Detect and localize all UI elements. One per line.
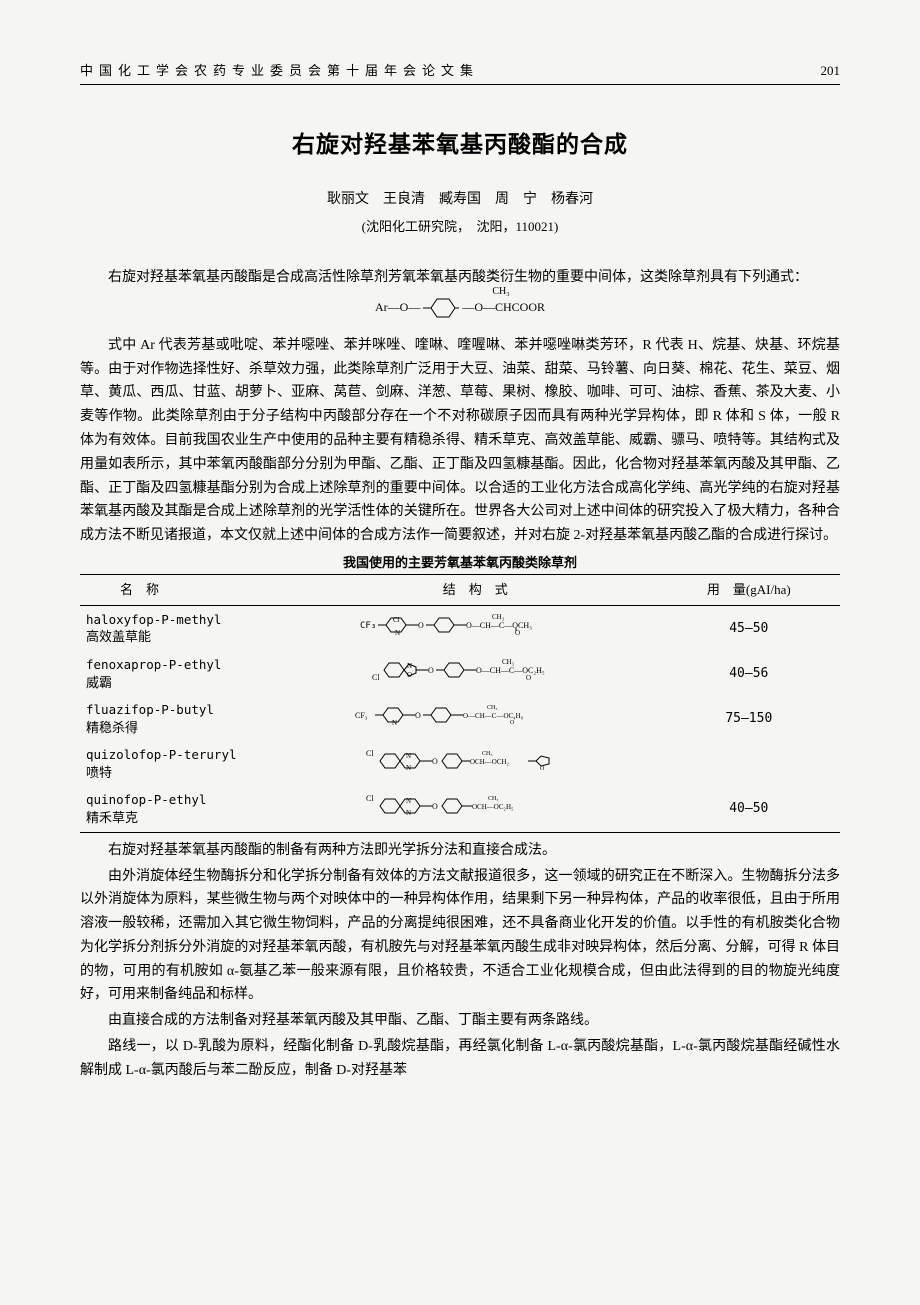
- structure-icon: CF₃ N O O—CH—C—OC₄H₉ CH₃ O: [355, 700, 595, 730]
- herbicide-table: 名 称 结 构 式 用 量(gAI/ha) haloxyfop-P-methyl…: [80, 574, 840, 833]
- svg-text:CH₃: CH₃: [487, 705, 497, 711]
- structure-cell: Cl N N O OCH—OCH₂ CH₃ O: [293, 742, 658, 787]
- svg-text:O—CH—C—OC₂H₅: O—CH—C—OC₂H₅: [476, 666, 545, 675]
- table-row: fluazifop-P-butyl 精稳杀得 CF₃ N O O—CH—C—OC₄…: [80, 696, 840, 741]
- col-name: 名 称: [80, 575, 293, 606]
- table-caption: 我国使用的主要芳氧基苯氧丙酸类除草剂: [80, 552, 840, 574]
- svg-text:Cl: Cl: [393, 616, 400, 624]
- svg-text:O: O: [432, 802, 438, 811]
- svg-text:N: N: [395, 629, 400, 637]
- dose-cell: 75–150: [658, 696, 840, 741]
- table-row: haloxyfop-P-methyl高效盖草能 CF₃ Cl N O O—CH—…: [80, 606, 840, 652]
- structure-cell: Cl N O O O—CH—C—OC₂H₅ CH₃ O: [293, 651, 658, 696]
- main-paragraph: 式中 Ar 代表芳基或吡啶、苯并噁唑、苯并咪唑、喹啉、喹喔啉、苯并噁唑啉类芳环，…: [80, 334, 840, 548]
- structure-icon: CF₃ Cl N O O—CH—C—OCH₃ CH₃ O: [360, 610, 590, 640]
- structure-cell: Cl N N O OCH—OC₂H₅ CH₃: [293, 787, 658, 833]
- svg-text:CH₃: CH₃: [488, 796, 498, 802]
- table-row: quinofop-P-ethyl 精禾草克 Cl N N O OCH—OC₂H₅ …: [80, 787, 840, 833]
- page-number: 201: [821, 60, 841, 82]
- affiliation-line: (沈阳化工研究院， 沈阳，110021): [80, 216, 840, 238]
- svg-text:O: O: [415, 711, 421, 720]
- formula-right: —O—CHCOOR: [462, 300, 545, 314]
- compound-en: quinofop-P-ethyl: [86, 792, 206, 807]
- structure-cell: CF₃ N O O—CH—C—OC₄H₉ CH₃ O: [293, 696, 658, 741]
- svg-text:O—CH—C—OC₄H₉: O—CH—C—OC₄H₉: [463, 712, 524, 720]
- col-structure: 结 构 式: [293, 575, 658, 606]
- dose-cell: 40–50: [658, 787, 840, 833]
- compound-cn: 高效盖草能: [86, 628, 287, 646]
- structure-icon: Cl N O O O—CH—C—OC₂H₅ CH₃ O: [360, 655, 590, 685]
- compound-cn: 精稳杀得: [86, 719, 287, 737]
- after-table-p3: 由直接合成的方法制备对羟基苯氧丙酸及其甲酯、乙酯、丁酯主要有两条路线。: [80, 1009, 840, 1033]
- svg-text:O: O: [510, 720, 515, 726]
- after-table-p4: 路线一，以 D-乳酸为原料，经酯化制备 D-乳酸烷基酯，再经氯化制备 L-α-氯…: [80, 1035, 840, 1083]
- compound-en: fluazifop-P-butyl: [86, 702, 214, 717]
- svg-text:CF₃: CF₃: [360, 621, 376, 631]
- paper-title: 右旋对羟基苯氧基丙酸酯的合成: [80, 125, 840, 164]
- svg-text:N: N: [406, 752, 411, 760]
- svg-text:N: N: [406, 764, 411, 772]
- table-row: quizolofop-P-teruryl 喷特 Cl N N O OCH—OCH₂…: [80, 742, 840, 787]
- after-table-p2: 由外消旋体经生物酶拆分和化学拆分制备有效体的方法文献报道很多，这一领域的研究正在…: [80, 865, 840, 1008]
- formula-ch3: CH₃: [492, 283, 509, 300]
- svg-text:N: N: [406, 809, 411, 817]
- compound-en: fenoxaprop-P-ethyl: [86, 657, 221, 672]
- authors-line: 耿丽文 王良清 臧寿国 周 宁 杨春河: [80, 188, 840, 212]
- dose-cell: 45–50: [658, 606, 840, 652]
- col-dose: 用 量(gAI/ha): [658, 575, 840, 606]
- svg-text:N: N: [406, 797, 411, 805]
- compound-cn: 威霸: [86, 674, 287, 692]
- svg-text:N: N: [392, 719, 397, 727]
- svg-text:CH₃: CH₃: [492, 613, 505, 621]
- svg-text:CF₃: CF₃: [355, 711, 368, 720]
- svg-text:Cl: Cl: [366, 749, 374, 758]
- structure-icon: Cl N N O OCH—OCH₂ CH₃ O: [360, 746, 590, 776]
- running-header: 中国化工学会农药专业委员会第十届年会论文集 201: [80, 60, 840, 85]
- general-formula: Ar—O— CH₃ —O—CHCOOR: [80, 296, 840, 320]
- formula-left: Ar—O—: [375, 300, 420, 314]
- svg-text:O: O: [407, 671, 412, 679]
- table-row: fenoxaprop-P-ethyl 威霸 Cl N O O O—CH—C—OC₂…: [80, 651, 840, 696]
- dose-cell: 40–56: [658, 651, 840, 696]
- compound-cn: 喷特: [86, 764, 287, 782]
- svg-text:N: N: [407, 662, 412, 670]
- dose-cell: [658, 742, 840, 787]
- after-table-p1: 右旋对羟基苯氧基丙酸酯的制备有两种方法即光学拆分法和直接合成法。: [80, 839, 840, 863]
- intro-paragraph: 右旋对羟基苯氧基丙酸酯是合成高活性除草剂芳氧苯氧基丙酸类衍生物的重要中间体，这类…: [80, 266, 840, 290]
- svg-text:O—CH—C—OCH₃: O—CH—C—OCH₃: [466, 621, 532, 630]
- svg-text:OCH—OC₂H₅: OCH—OC₂H₅: [472, 803, 514, 811]
- compound-en: haloxyfop-P-methyl: [86, 612, 221, 627]
- svg-text:O: O: [428, 666, 434, 675]
- svg-text:CH₃: CH₃: [502, 658, 515, 666]
- svg-text:O: O: [418, 621, 424, 630]
- svg-text:O: O: [526, 674, 531, 682]
- running-title: 中国化工学会农药专业委员会第十届年会论文集: [80, 60, 479, 82]
- structure-cell: CF₃ Cl N O O—CH—C—OCH₃ CH₃ O: [293, 606, 658, 652]
- compound-en: quizolofop-P-teruryl: [86, 747, 237, 762]
- svg-text:Cl: Cl: [366, 794, 374, 803]
- svg-text:O: O: [432, 757, 438, 766]
- svg-text:CH₃: CH₃: [482, 751, 492, 757]
- svg-text:O: O: [540, 766, 545, 772]
- svg-text:OCH—OCH₂: OCH—OCH₂: [470, 758, 510, 766]
- compound-cn: 精禾草克: [86, 809, 287, 827]
- benzene-ring-icon: [423, 296, 459, 320]
- structure-icon: Cl N N O OCH—OC₂H₅ CH₃: [360, 791, 590, 821]
- svg-text:Cl: Cl: [372, 673, 380, 682]
